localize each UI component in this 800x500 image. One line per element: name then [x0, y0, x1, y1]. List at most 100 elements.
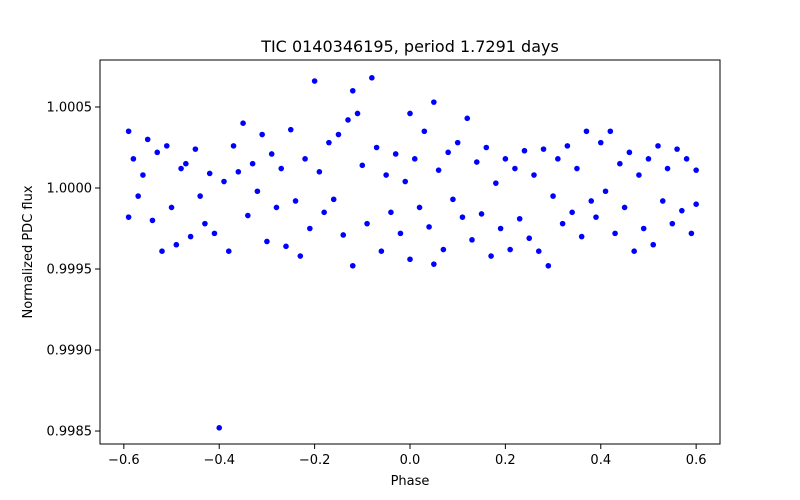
y-tick-label: 0.9995: [47, 263, 93, 278]
data-point: [373, 144, 380, 151]
data-point: [488, 253, 494, 259]
data-point: [502, 156, 509, 162]
y-axis-label: Normalized PDC flux: [21, 185, 36, 318]
data-point: [664, 165, 671, 172]
x-tick-label: −0.4: [203, 453, 235, 468]
y-tick-label: 1.0000: [47, 182, 93, 197]
data-point: [330, 196, 337, 203]
data-point: [187, 233, 194, 240]
x-tick-label: 0.4: [590, 453, 611, 468]
data-point: [464, 115, 471, 122]
data-point: [569, 209, 575, 216]
data-point: [354, 110, 361, 117]
x-tick-label: −0.2: [299, 453, 331, 468]
data-point: [202, 220, 208, 227]
data-point: [435, 167, 442, 173]
data-point: [349, 262, 356, 269]
x-tick-label: 0.6: [686, 453, 707, 468]
data-point: [392, 151, 399, 157]
data-point: [388, 209, 394, 216]
data-point: [583, 128, 590, 135]
data-point: [655, 143, 661, 149]
data-point: [426, 224, 432, 230]
data-point: [516, 215, 523, 222]
data-point: [507, 246, 513, 253]
data-point: [230, 143, 237, 149]
data-point: [359, 162, 366, 169]
chart-title: TIC 0140346195, period 1.7291 days: [260, 37, 559, 56]
data-point: [621, 204, 628, 211]
data-point: [149, 217, 156, 224]
data-point: [483, 144, 490, 151]
data-point: [626, 149, 633, 156]
data-point: [578, 233, 585, 240]
data-point: [349, 87, 356, 94]
data-point: [345, 117, 351, 123]
data-point: [369, 75, 375, 81]
data-point: [173, 241, 180, 248]
data-point: [159, 248, 165, 254]
data-point: [545, 262, 552, 269]
data-point: [640, 225, 647, 232]
data-point: [340, 232, 347, 238]
data-point: [679, 207, 685, 214]
data-point: [535, 248, 542, 254]
data-point: [259, 131, 265, 138]
data-point: [278, 165, 285, 172]
data-point: [531, 172, 537, 178]
data-point: [383, 172, 389, 178]
data-point: [555, 156, 561, 162]
x-tick-label: −0.6: [108, 453, 140, 468]
data-point: [249, 160, 256, 167]
data-point: [683, 156, 690, 162]
data-point: [402, 178, 409, 185]
data-point: [240, 120, 246, 126]
data-point: [178, 165, 184, 172]
data-point: [497, 225, 504, 232]
data-point: [235, 168, 242, 175]
data-point: [287, 126, 294, 133]
data-point: [636, 172, 642, 178]
data-point: [206, 170, 213, 177]
data-point: [693, 167, 699, 173]
data-point: [221, 178, 227, 185]
data-point: [335, 131, 342, 138]
data-point: [459, 214, 466, 220]
y-tick-label: 0.9985: [47, 425, 93, 440]
data-point: [144, 136, 151, 143]
data-point: [512, 165, 518, 172]
data-point: [326, 139, 332, 146]
data-point: [593, 214, 599, 220]
data-point: [130, 156, 137, 162]
data-point: [526, 235, 533, 242]
data-point: [125, 128, 132, 135]
data-point: [421, 128, 428, 135]
data-point: [154, 149, 161, 156]
data-point: [564, 143, 571, 149]
data-point: [631, 248, 637, 254]
data-point: [559, 220, 566, 227]
data-point: [125, 214, 132, 220]
x-tick-label: 0.0: [400, 453, 421, 468]
data-point: [440, 246, 447, 253]
data-point: [574, 165, 580, 172]
data-point: [669, 220, 676, 227]
data-point: [445, 149, 451, 156]
data-point: [416, 204, 423, 211]
data-point: [292, 198, 299, 204]
data-point: [521, 147, 528, 154]
data-point: [378, 248, 385, 254]
data-point: [597, 139, 604, 146]
data-point: [268, 151, 275, 157]
data-point: [450, 196, 456, 203]
data-point: [602, 188, 609, 195]
data-point: [197, 193, 203, 199]
data-point: [183, 160, 189, 167]
data-point: [540, 146, 547, 152]
data-point: [407, 256, 413, 263]
data-point: [135, 193, 141, 199]
data-point: [645, 156, 652, 162]
x-axis-label: Phase: [391, 474, 430, 489]
data-point: [617, 160, 623, 167]
